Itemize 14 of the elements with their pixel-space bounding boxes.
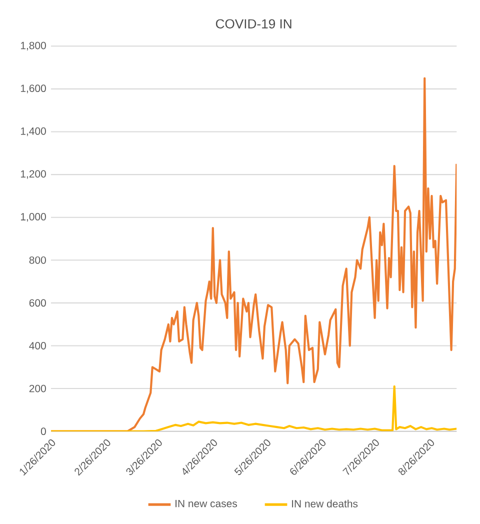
y-tick-label: 800	[29, 256, 46, 264]
y-tick-label: 1,800	[20, 42, 46, 50]
y-tick-label: 1,600	[20, 84, 46, 94]
y-tick-label: 1,000	[20, 213, 46, 222]
legend-label: IN new deaths	[292, 500, 358, 508]
line-series	[50, 385, 457, 432]
y-tick-label: 0	[40, 428, 46, 436]
y-tick-label: 1,400	[20, 127, 46, 136]
y-tick-label: 600	[29, 299, 46, 307]
y-tick-label: 1,200	[20, 170, 46, 179]
y-tick-label: 200	[29, 384, 46, 392]
chart-title: COVID-19 IN	[216, 19, 292, 28]
legend-label: IN new cases	[176, 500, 237, 508]
y-tick-label: 400	[29, 342, 46, 350]
